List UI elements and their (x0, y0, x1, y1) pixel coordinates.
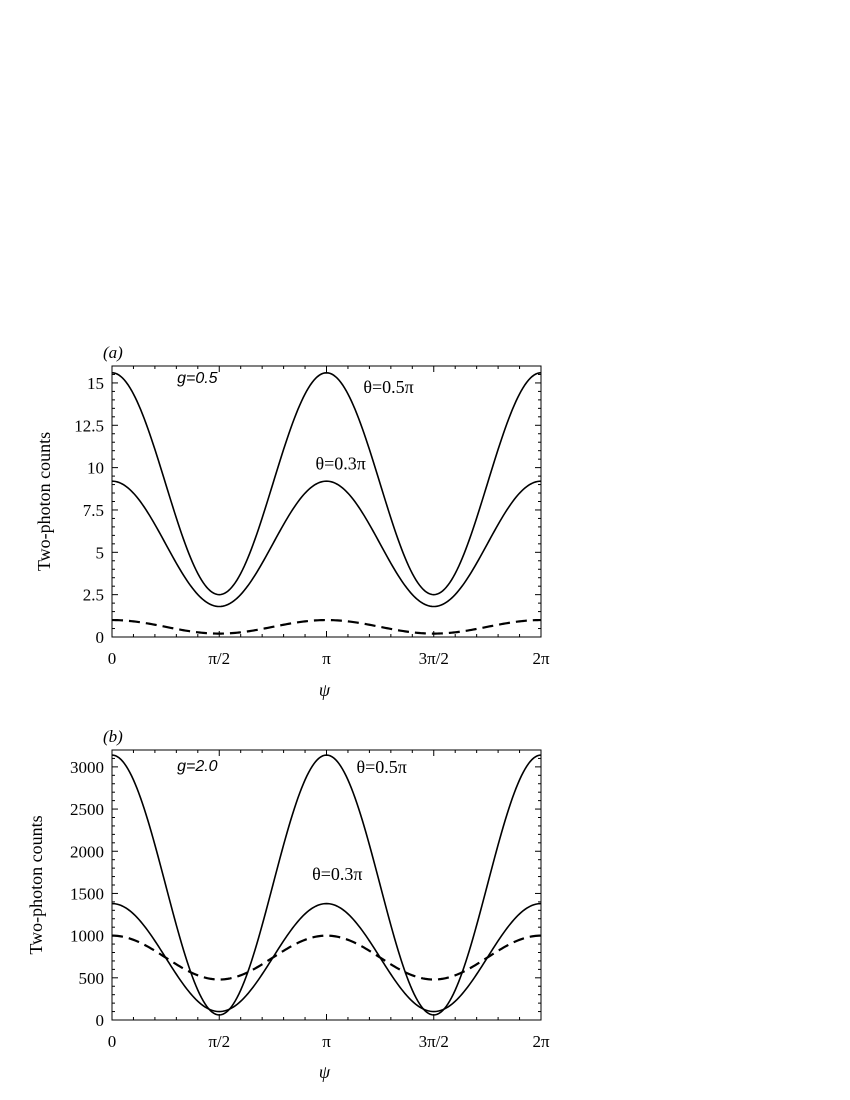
x-tick-label: 2π (532, 649, 550, 668)
plot-frame (111, 749, 542, 1021)
y-tick-label: 2500 (70, 800, 104, 819)
y-tick-label: 0 (96, 1011, 105, 1030)
x-tick-label: 3π/2 (419, 1032, 449, 1051)
x-axis-title: ψ (319, 1062, 331, 1082)
x-tick-label: 2π (532, 1032, 550, 1051)
panel-label: (b) (103, 727, 123, 746)
annotation: θ=0.3π (312, 864, 362, 884)
x-tick-label: π (322, 1032, 331, 1051)
panel-1: 0 π/2 π 3π/2 2π 0 500 1000 1500 2000 2500 3000 g=2.0… (26, 727, 550, 1082)
series-line-0 (111, 371, 542, 596)
y-tick-label: 7.5 (83, 501, 104, 520)
x-tick-label: 3π/2 (419, 649, 449, 668)
x-tick-label: π/2 (208, 1032, 230, 1051)
x-tick-label: π/2 (208, 649, 230, 668)
annotation: g=2.0 (177, 758, 218, 775)
series-line-1 (111, 480, 542, 608)
y-tick-label: 15 (87, 374, 104, 393)
plot-frame (111, 365, 542, 638)
x-tick-label: 0 (108, 1032, 117, 1051)
series-line-2 (111, 618, 542, 635)
annotation: θ=0.5π (357, 757, 407, 777)
x-axis-title: ψ (319, 680, 331, 700)
series-line-0 (111, 754, 542, 1016)
y-axis-title: Two-photon counts (26, 815, 46, 954)
x-tick-label: 0 (108, 649, 117, 668)
y-tick-label: 1500 (70, 884, 104, 903)
y-tick-label: 5 (96, 543, 105, 562)
y-tick-label: 3000 (70, 758, 104, 777)
panel-0: 0 π/2 π 3π/2 2π 0 2.5 5 7.5 10 12.5 15 g=0.5 θ=0.5π θ=… (34, 343, 550, 700)
y-tick-label: 10 (87, 459, 104, 478)
panel-label: (a) (103, 343, 123, 362)
y-axis-title: Two-photon counts (34, 432, 54, 571)
annotation: θ=0.3π (316, 453, 366, 473)
y-tick-label: 500 (79, 969, 105, 988)
annotation: θ=0.5π (363, 377, 413, 397)
y-tick-label: 2000 (70, 842, 104, 861)
y-tick-label: 12.5 (74, 416, 104, 435)
annotation: g=0.5 (177, 370, 218, 387)
series-line-1 (111, 902, 542, 1013)
y-tick-label: 0 (96, 628, 105, 647)
y-tick-label: 2.5 (83, 586, 104, 605)
x-tick-label: π (322, 649, 331, 668)
y-tick-label: 1000 (70, 927, 104, 946)
